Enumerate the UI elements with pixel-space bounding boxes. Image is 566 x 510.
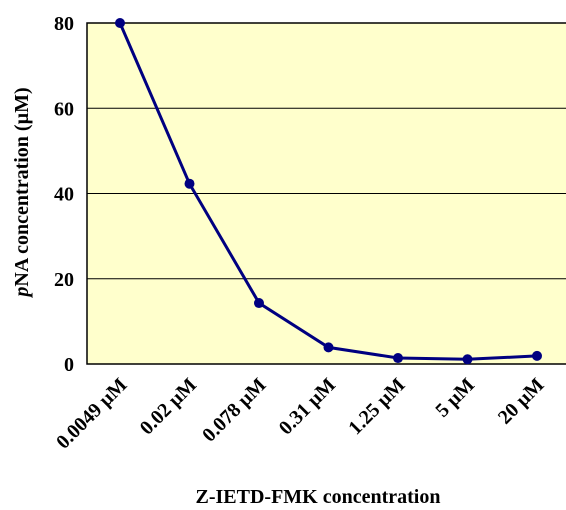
data-point	[323, 342, 334, 353]
gridlines	[87, 107, 566, 280]
data-point	[184, 178, 195, 189]
y-axis-title: pNA concentration (µM)	[11, 87, 33, 298]
data-point	[254, 298, 264, 309]
y-axis-title-rest: NA concentration (µM)	[11, 87, 33, 286]
x-tick-label: 0.02 µM	[136, 374, 201, 439]
y-tick-label: 40	[54, 184, 74, 206]
y-tick-label: 0	[64, 354, 74, 376]
y-tick-label: 80	[54, 13, 74, 35]
y-tick-label: 60	[54, 98, 74, 120]
x-tick-label: 0.31 µM	[275, 374, 340, 439]
x-tick-label: 5 µM	[431, 374, 479, 422]
x-tick-label: 20 µM	[494, 374, 549, 429]
data-point	[393, 353, 403, 364]
x-axis-title: Z-IETD-FMK concentration	[196, 486, 441, 508]
y-axis-title-prefix: p	[11, 287, 33, 299]
x-tick-labels: 0.0049 µM 0.02 µM0.078 µM 0.31 µM 1.25 µM 5 …	[52, 374, 549, 454]
data-point	[462, 354, 473, 365]
y-tick-labels: 0 20 40 60 80	[54, 13, 74, 376]
data-points	[115, 18, 542, 365]
x-tick-label: 1.25 µM	[344, 374, 409, 439]
x-tick-label: 0.0049 µM	[52, 374, 132, 454]
data-point	[115, 18, 125, 28]
data-point	[532, 350, 542, 361]
x-tick-label: 0.078 µM	[198, 374, 270, 446]
y-tick-label: 20	[54, 269, 74, 291]
